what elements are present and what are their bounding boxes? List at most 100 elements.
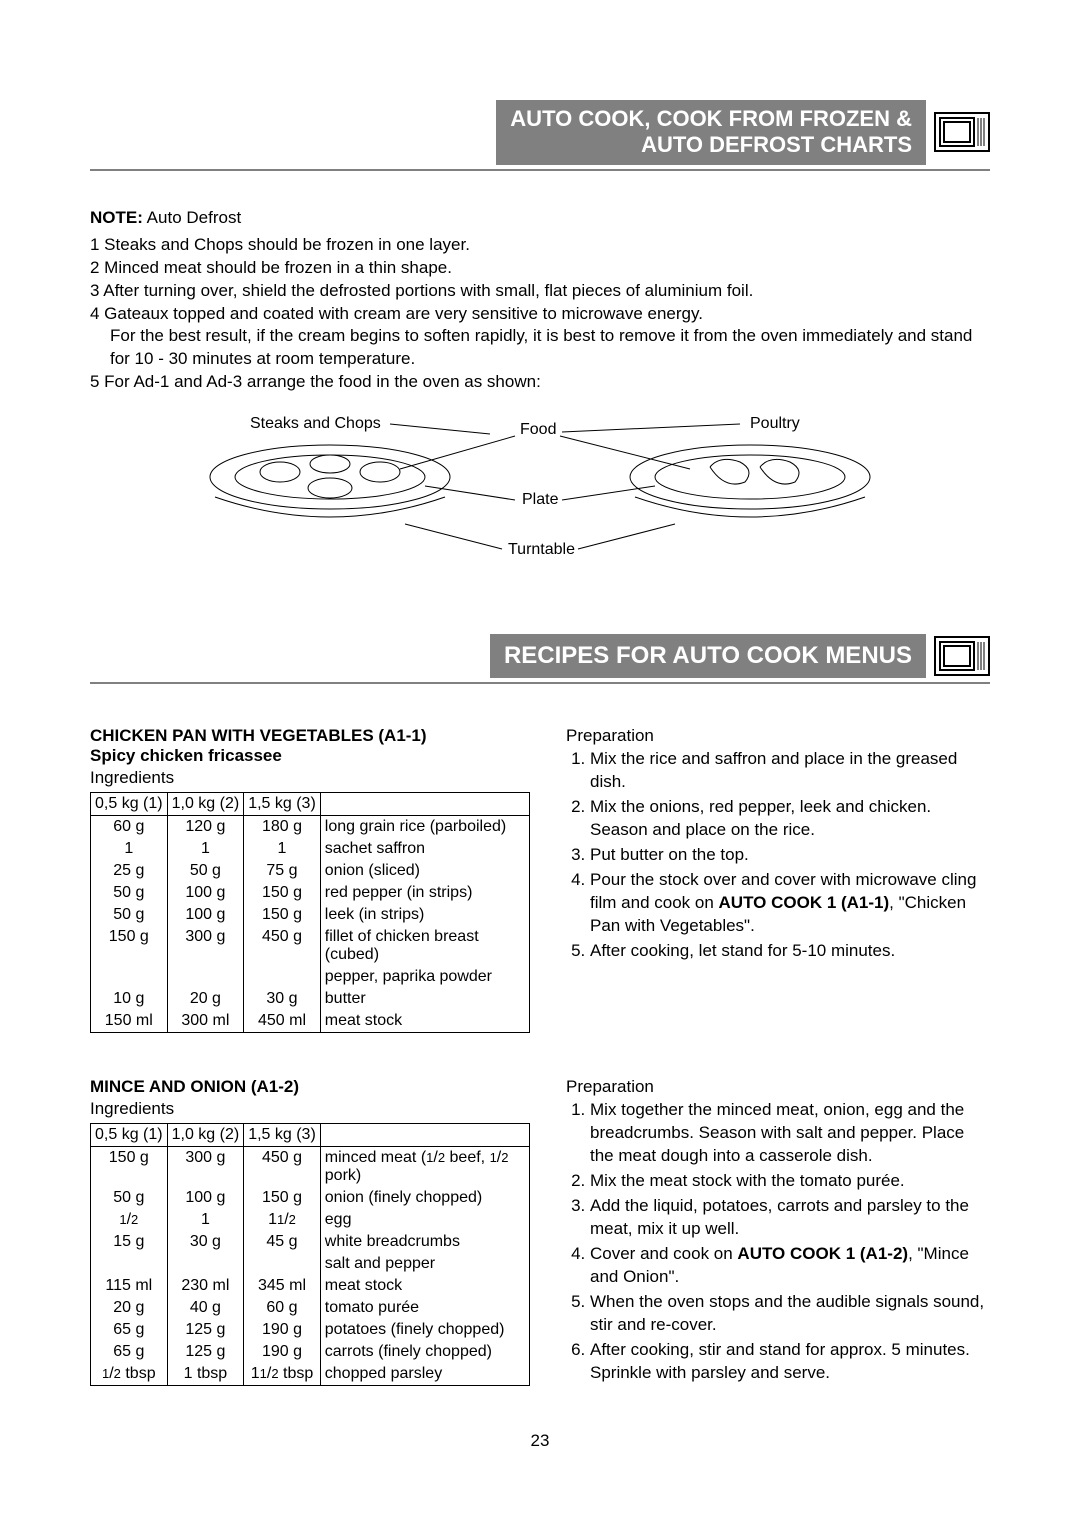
table-cell: onion (finely chopped) <box>320 1187 529 1209</box>
prep-step: After cooking, stir and stand for approx… <box>590 1339 990 1385</box>
th: 1,5 kg (3) <box>244 1124 321 1147</box>
recipe-1-right: Preparation Mix the rice and saffron and… <box>566 726 990 1033</box>
table-cell: 65 g <box>91 1319 168 1341</box>
prep-step: After cooking, let stand for 5-10 minute… <box>590 940 990 963</box>
table-cell: 1 <box>167 1209 244 1231</box>
note-item-3: 3 After turning over, shield the defrost… <box>90 280 990 303</box>
microwave-icon <box>934 634 990 678</box>
table-cell: 1 <box>244 838 321 860</box>
table-cell: 30 g <box>244 988 321 1010</box>
table-cell: egg <box>320 1209 529 1231</box>
table-cell: 65 g <box>91 1341 168 1363</box>
table-cell: white breadcrumbs <box>320 1231 529 1253</box>
header-line2: AUTO DEFROST CHARTS <box>510 132 912 158</box>
table-cell: 150 g <box>91 1147 168 1188</box>
table-cell: 300 g <box>167 1147 244 1188</box>
table-cell: 50 g <box>91 1187 168 1209</box>
table-cell: 60 g <box>244 1297 321 1319</box>
table-cell: 300 ml <box>167 1010 244 1033</box>
recipe-2-tbody: 150 g300 g450 gminced meat (1/2 beef, 1/… <box>91 1147 530 1386</box>
table-cell: 60 g <box>91 816 168 839</box>
table-cell: 10 g <box>91 988 168 1010</box>
table-cell: long grain rice (parboiled) <box>320 816 529 839</box>
recipe-1: CHICKEN PAN WITH VEGETABLES (A1-1) Spicy… <box>90 726 990 1033</box>
recipe-1-left: CHICKEN PAN WITH VEGETABLES (A1-1) Spicy… <box>90 726 530 1033</box>
table-cell: chopped parsley <box>320 1363 529 1386</box>
table-cell: 150 g <box>91 926 168 966</box>
note-item-1: 1 Steaks and Chops should be frozen in o… <box>90 234 990 257</box>
microwave-icon <box>934 110 990 154</box>
note-item-5: 5 For Ad-1 and Ad-3 arrange the food in … <box>90 371 990 394</box>
table-cell: 45 g <box>244 1231 321 1253</box>
table-cell: 345 ml <box>244 1275 321 1297</box>
prep-step: Mix the rice and saffron and place in th… <box>590 748 990 794</box>
table-cell <box>91 1253 168 1275</box>
th: 1,0 kg (2) <box>167 1124 244 1147</box>
recipe-1-prep: Mix the rice and saffron and place in th… <box>566 748 990 962</box>
prep-step: Cover and cook on AUTO COOK 1 (A1-2), "M… <box>590 1243 990 1289</box>
table-cell: 180 g <box>244 816 321 839</box>
table-cell: 25 g <box>91 860 168 882</box>
table-cell: 150 g <box>244 904 321 926</box>
note-subject: Auto Defrost <box>143 208 241 227</box>
recipe-2-ingredients-label: Ingredients <box>90 1099 530 1119</box>
recipe-1-ingredients-label: Ingredients <box>90 768 530 788</box>
table-cell <box>244 1253 321 1275</box>
note-label: NOTE: <box>90 208 143 227</box>
table-cell: 230 ml <box>167 1275 244 1297</box>
table-cell: 1 <box>167 838 244 860</box>
recipe-1-title: CHICKEN PAN WITH VEGETABLES (A1-1) <box>90 726 530 746</box>
th: 1,0 kg (2) <box>167 793 244 816</box>
table-cell: 1 tbsp <box>167 1363 244 1386</box>
recipe-2: MINCE AND ONION (A1-2) Ingredients 0,5 k… <box>90 1077 990 1386</box>
table-cell: 11/2 tbsp <box>244 1363 321 1386</box>
section-title: RECIPES FOR AUTO COOK MENUS <box>490 634 926 678</box>
recipe-2-left: MINCE AND ONION (A1-2) Ingredients 0,5 k… <box>90 1077 530 1386</box>
table-cell: 50 g <box>91 904 168 926</box>
table-cell: potatoes (finely chopped) <box>320 1319 529 1341</box>
table-cell: 115 ml <box>91 1275 168 1297</box>
header-line1: AUTO COOK, COOK FROM FROZEN & <box>510 106 912 132</box>
table-cell: onion (sliced) <box>320 860 529 882</box>
th: 0,5 kg (1) <box>91 1124 168 1147</box>
table-cell: red pepper (in strips) <box>320 882 529 904</box>
arrangement-diagram: Steaks and Chops Food Poultry <box>190 414 890 584</box>
turntable-label: Turntable <box>508 541 575 558</box>
table-cell: 20 g <box>91 1297 168 1319</box>
prep-step: When the oven stops and the audible sign… <box>590 1291 990 1337</box>
table-cell: 15 g <box>91 1231 168 1253</box>
table-cell: pepper, paprika powder <box>320 966 529 988</box>
th: 1,5 kg (3) <box>244 793 321 816</box>
table-cell: 100 g <box>167 882 244 904</box>
page-number: 23 <box>90 1431 990 1451</box>
table-cell: 150 ml <box>91 1010 168 1033</box>
note-heading: NOTE: Auto Defrost <box>90 207 990 230</box>
table-cell: 450 g <box>244 926 321 966</box>
table-cell: leek (in strips) <box>320 904 529 926</box>
table-cell: 450 ml <box>244 1010 321 1033</box>
table-cell: 40 g <box>167 1297 244 1319</box>
recipe-1-prep-label: Preparation <box>566 726 990 746</box>
note-block: NOTE: Auto Defrost 1 Steaks and Chops sh… <box>90 207 990 395</box>
table-cell <box>91 966 168 988</box>
table-cell: minced meat (1/2 beef, 1/2 pork) <box>320 1147 529 1188</box>
table-cell: butter <box>320 988 529 1010</box>
prep-step: Add the liquid, potatoes, carrots and pa… <box>590 1195 990 1241</box>
table-cell: 190 g <box>244 1319 321 1341</box>
recipe-2-prep-label: Preparation <box>566 1077 990 1097</box>
note-item-2: 2 Minced meat should be frozen in a thin… <box>90 257 990 280</box>
table-cell: 150 g <box>244 882 321 904</box>
table-cell: fillet of chicken breast (cubed) <box>320 926 529 966</box>
table-cell <box>167 1253 244 1275</box>
prep-step: Mix the meat stock with the tomato purée… <box>590 1170 990 1193</box>
table-cell: 50 g <box>91 882 168 904</box>
note-item-4a: 4 Gateaux topped and coated with cream a… <box>90 303 990 326</box>
table-cell: 450 g <box>244 1147 321 1188</box>
th: 0,5 kg (1) <box>91 793 168 816</box>
steaks-label: Steaks and Chops <box>250 415 381 432</box>
table-cell: 150 g <box>244 1187 321 1209</box>
section-bar: RECIPES FOR AUTO COOK MENUS <box>90 634 990 684</box>
poultry-label: Poultry <box>750 415 800 432</box>
table-cell: 100 g <box>167 904 244 926</box>
table-cell: carrots (finely chopped) <box>320 1341 529 1363</box>
